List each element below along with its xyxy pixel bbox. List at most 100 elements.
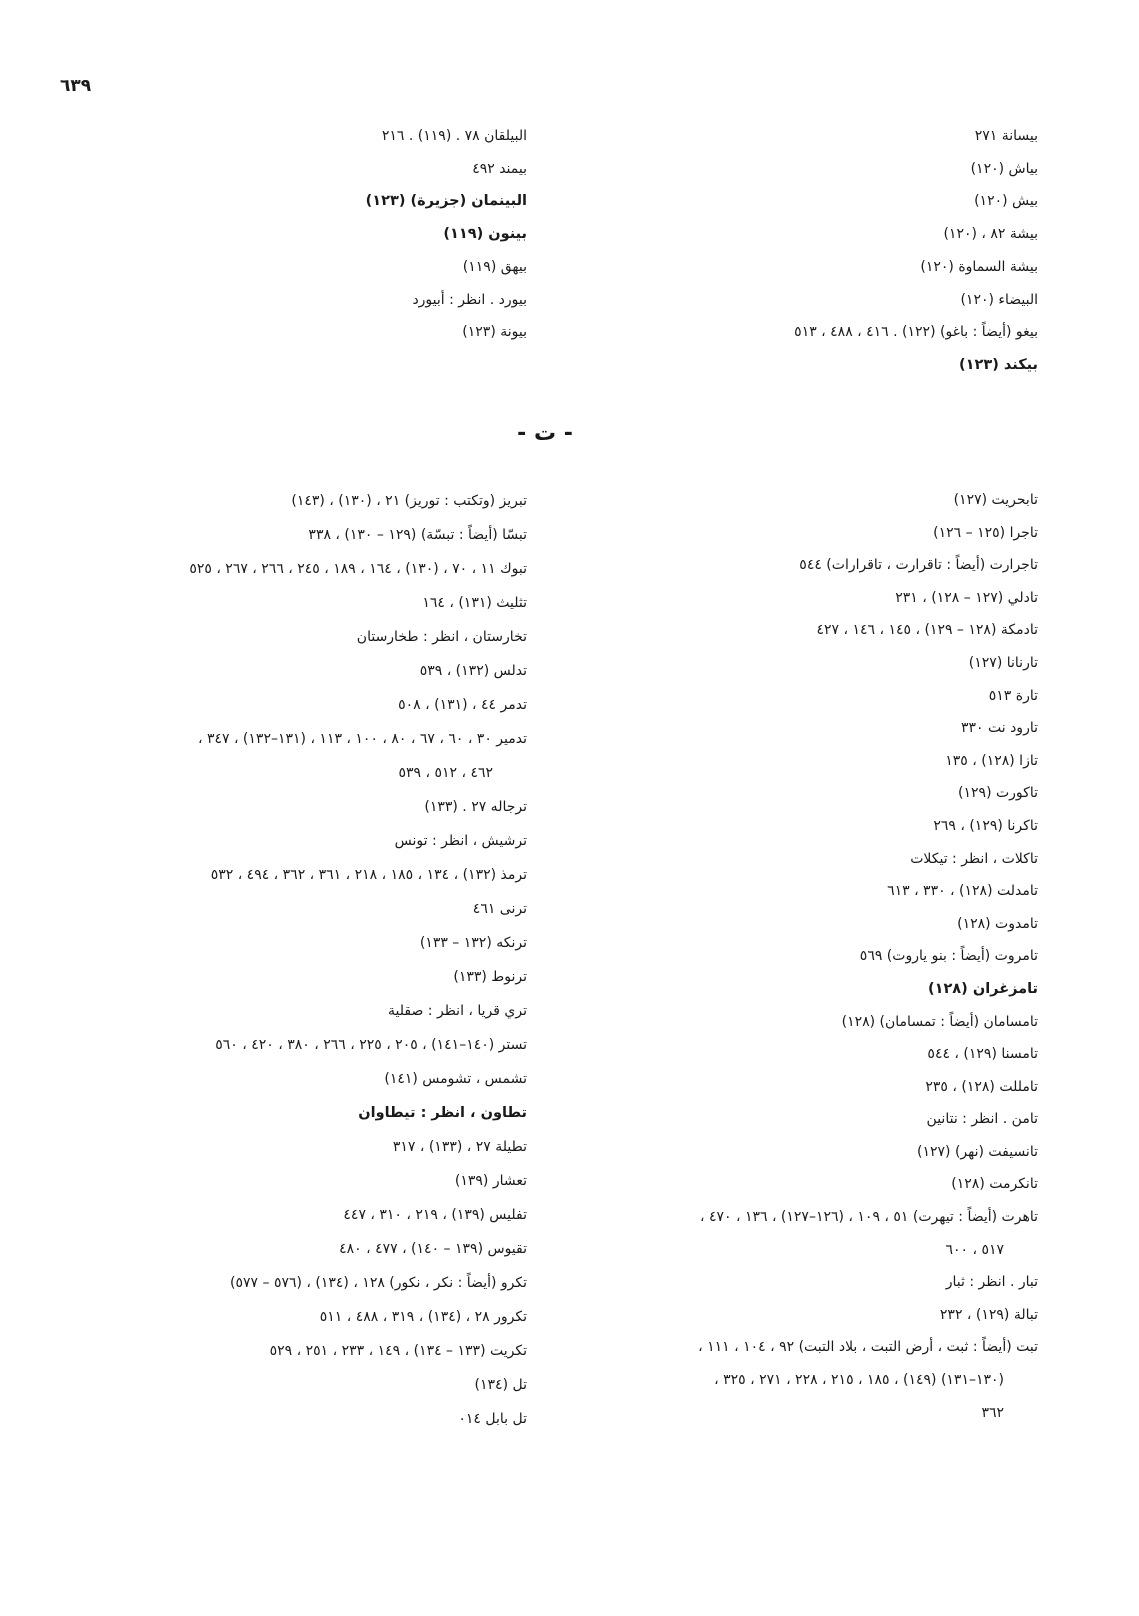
index-entry: تطاون ، انظر : تيطاوان bbox=[57, 1096, 527, 1130]
index-entry: تبسّا (أيضاً : تبسّة) (١٢٩ – ١٣٠) ، ٣٣٨ bbox=[57, 518, 527, 552]
index-entry: بيش (١٢٠) bbox=[578, 185, 1038, 218]
index-entry-text: ترنى ٤٦١ bbox=[472, 901, 527, 917]
index-entry-text: تامسامان (أيضاً : تمسامان) (١٢٨) bbox=[841, 1013, 1038, 1030]
index-entry: تستر (١٤٠–١٤١) ، ٢٠٥ ، ٢٢٥ ، ٢٦٦ ، ٣٨٠ ،… bbox=[57, 1028, 527, 1062]
index-entry: تاجرارت (أيضاً : تاقرارت ، تاقرارات) ٥٤٤ bbox=[568, 549, 1038, 582]
index-entry-text: بياش (١٢٠) bbox=[970, 160, 1038, 177]
index-entry: تاكورت (١٢٩) bbox=[568, 777, 1038, 810]
index-entry: بيونة (١٢٣) bbox=[67, 316, 527, 349]
index-entry-text: بيشة السماوة (١٢٠) bbox=[920, 258, 1038, 275]
index-entry-text: تامسنا (١٢٩) ، ٥٤٤ bbox=[927, 1046, 1038, 1063]
index-entry: تخارستان ، انظر : طخارستان bbox=[57, 620, 527, 654]
index-entry-text: تطاون ، انظر : تيطاوان bbox=[358, 1105, 527, 1121]
index-entry-text: تكرور ٢٨ ، (١٣٤) ، ٣١٩ ، ٤٨٨ ، ٥١١ bbox=[319, 1309, 527, 1325]
index-entry: تازا (١٢٨) ، ١٣٥ bbox=[568, 745, 1038, 778]
index-entry: تدمر ٤٤ ، (١٣١) ، ٥٠٨ bbox=[57, 688, 527, 722]
index-entry: تبار . انظر : ثبار bbox=[568, 1266, 1038, 1299]
index-entry: تاكلات ، انظر : تيكلات bbox=[568, 843, 1038, 876]
index-entry: تدلس (١٣٢) ، ٥٣٩ bbox=[57, 654, 527, 688]
index-entry-text: تبار . انظر : ثبار bbox=[945, 1274, 1038, 1291]
index-entry-text: ترشيش ، انظر : تونس bbox=[394, 833, 527, 849]
index-entry: تثليث (١٣١) ، ١٦٤ bbox=[57, 586, 527, 620]
index-entry-text: بيشة ٨٢ ، (١٢٠) bbox=[943, 226, 1038, 243]
index-entry: تامدوت (١٢٨) bbox=[568, 908, 1038, 941]
index-entry: بيمند ٤٩٢ bbox=[67, 153, 527, 186]
index-entry: تانسيفت (نهر) (١٢٧) bbox=[568, 1136, 1038, 1169]
index-entry-continuation: ٣٦٢ bbox=[981, 1404, 1004, 1421]
index-entry-text: تاكرنا (١٢٩) ، ٢٦٩ bbox=[933, 817, 1038, 834]
index-entry-text: البيضاء (١٢٠) bbox=[960, 291, 1038, 308]
index-entry-text: تعشار (١٣٩) bbox=[454, 1173, 527, 1189]
index-entry-text: تكرو (أيضاً : نكر ، نكور) ١٢٨ ، (١٣٤) ، … bbox=[230, 1275, 527, 1291]
index-entry-text: تكريت (١٣٣ – ١٣٤) ، ١٤٩ ، ٢٣٣ ، ٢٥١ ، ٥٢… bbox=[269, 1343, 527, 1359]
index-entry-text: تاجرارت (أيضاً : تاقرارت ، تاقرارات) ٥٤٤ bbox=[799, 557, 1038, 574]
index-entry-text: تفليس (١٣٩) ، ٢١٩ ، ٣١٠ ، ٤٤٧ bbox=[343, 1207, 527, 1223]
index-entry: البيلقان ٧٨ . (١١٩) . ٢١٦ bbox=[67, 120, 527, 153]
section-heading-letter: - ت - bbox=[517, 421, 573, 446]
index-entry-text: تل بابل ٠١٤ bbox=[458, 1411, 527, 1427]
index-entry: تاجرا (١٢٥ – ١٢٦) bbox=[568, 517, 1038, 550]
index-entry-text: تبوك ١١ ، ٧٠ ، (١٣٠) ، ١٦٤ ، ١٨٩ ، ٢٤٥ ،… bbox=[189, 561, 527, 577]
index-entry-text: تشمس ، تشومس (١٤١) bbox=[384, 1071, 527, 1087]
index-entry: البيضاء (١٢٠) bbox=[578, 284, 1038, 317]
index-column-left-top: البيلقان ٧٨ . (١١٩) . ٢١٦ بيمند ٤٩٢ البينم… bbox=[67, 120, 527, 349]
index-entry: بيشة ٨٢ ، (١٢٠) bbox=[578, 218, 1038, 251]
index-entry-text: تانكرمت (١٢٨) bbox=[951, 1176, 1038, 1193]
index-entry: تعشار (١٣٩) bbox=[57, 1164, 527, 1198]
index-entry: تامروت (أيضاً : بنو ياروت) ٥٦٩ bbox=[568, 940, 1038, 973]
index-entry: بياش (١٢٠) bbox=[578, 153, 1038, 186]
index-entry-text: تارة ٥١٣ bbox=[988, 687, 1038, 704]
index-entry: تامسامان (أيضاً : تمسامان) (١٢٨) bbox=[568, 1006, 1038, 1039]
index-entry-text: تاجرا (١٢٥ – ١٢٦) bbox=[933, 524, 1038, 541]
index-entry: بينون (١١٩) bbox=[67, 218, 527, 251]
index-entry: تامن . انظر : نتانين bbox=[568, 1103, 1038, 1136]
index-entry-text: بيكند (١٢٣) bbox=[959, 356, 1038, 373]
index-entry: بيكند (١٢٣) bbox=[578, 349, 1038, 382]
index-entry: تبالة (١٢٩) ، ٢٣٢ bbox=[568, 1299, 1038, 1332]
index-entry-text: تادلي (١٢٧ – ١٢٨) ، ٢٣١ bbox=[895, 589, 1038, 606]
index-entry: ترجاله ٢٧ . (١٣٣) bbox=[57, 790, 527, 824]
index-entry-text: تستر (١٤٠–١٤١) ، ٢٠٥ ، ٢٢٥ ، ٢٦٦ ، ٣٨٠ ،… bbox=[215, 1037, 527, 1053]
index-entry: تاكرنا (١٢٩) ، ٢٦٩ bbox=[568, 810, 1038, 843]
index-entry: ترمذ (١٣٢) ، ١٣٤ ، ١٨٥ ، ٢١٨ ، ٣٦١ ، ٣٦٢… bbox=[57, 858, 527, 892]
index-entry: تكريت (١٣٣ – ١٣٤) ، ١٤٩ ، ٢٣٣ ، ٢٥١ ، ٥٢… bbox=[57, 1334, 527, 1368]
index-entry-text: تامدوت (١٢٨) bbox=[957, 915, 1038, 932]
index-entry: بيغو (أيضاً : باغو) (١٢٢) . ٤١٦ ، ٤٨٨ ، … bbox=[578, 316, 1038, 349]
index-entry-text: تقيوس (١٣٩ – ١٤٠) ، ٤٧٧ ، ٤٨٠ bbox=[339, 1241, 527, 1257]
index-entry-text: تبالة (١٢٩) ، ٢٣٢ bbox=[939, 1306, 1038, 1323]
index-entry-text: تدمر ٤٤ ، (١٣١) ، ٥٠٨ bbox=[398, 697, 527, 713]
index-entry-text: تدمير ٣٠ ، ٦٠ ، ٦٧ ، ٨٠ ، ١٠٠ ، ١١٣ ، (١… bbox=[197, 731, 527, 747]
index-entry: تارة ٥١٣ bbox=[568, 680, 1038, 713]
index-entry-text: بيهق (١١٩) bbox=[462, 258, 527, 275]
index-entry-text: تري قريا ، انظر : صقلية bbox=[388, 1003, 527, 1019]
index-entry-text: تابحريت (١٢٧) bbox=[953, 492, 1038, 508]
index-entry: تفليس (١٣٩) ، ٢١٩ ، ٣١٠ ، ٤٤٧ bbox=[57, 1198, 527, 1232]
index-entry-text: تاكلات ، انظر : تيكلات bbox=[910, 850, 1038, 867]
index-entry: ترنكه (١٣٢ – ١٣٣) bbox=[57, 926, 527, 960]
index-entry-continuation: (١٣٠–١٣١) (١٤٩) ، ١٨٥ ، ٢١٥ ، ٢٢٨ ، ٢٧١ … bbox=[714, 1372, 1004, 1389]
index-entry: تامللت (١٢٨) ، ٢٣٥ bbox=[568, 1071, 1038, 1104]
index-entry-text: ترنكه (١٣٢ – ١٣٣) bbox=[419, 935, 527, 951]
index-entry: ترنى ٤٦١ bbox=[57, 892, 527, 926]
index-entry: تقيوس (١٣٩ – ١٤٠) ، ٤٧٧ ، ٤٨٠ bbox=[57, 1232, 527, 1266]
index-entry: بيهق (١١٩) bbox=[67, 251, 527, 284]
index-entry-text: تطيلة ٢٧ ، (١٣٣) ، ٣١٧ bbox=[392, 1139, 527, 1155]
index-entry-text: تبسّا (أيضاً : تبسّة) (١٢٩ – ١٣٠) ، ٣٣٨ bbox=[308, 527, 527, 543]
index-entry-text: تاكورت (١٢٩) bbox=[958, 785, 1038, 802]
index-entry-text: بيش (١٢٠) bbox=[974, 193, 1038, 210]
index-entry: تشمس ، تشومس (١٤١) bbox=[57, 1062, 527, 1096]
index-entry-text: بيسانة ٢٧١ bbox=[974, 128, 1038, 144]
index-entry: تاهرت (أيضاً : تيهرت) ٥١ ، ١٠٩ ، (١٢٦–١٢… bbox=[568, 1201, 1038, 1266]
index-entry-text: تبت (أيضاً : ثبت ، أرض التبت ، بلاد التب… bbox=[698, 1339, 1038, 1356]
index-entry: تطيلة ٢٧ ، (١٣٣) ، ٣١٧ bbox=[57, 1130, 527, 1164]
index-entry: تامسنا (١٢٩) ، ٥٤٤ bbox=[568, 1038, 1038, 1071]
index-entry-text: تخارستان ، انظر : طخارستان bbox=[356, 629, 527, 645]
index-entry-text: تامن . انظر : نتانين bbox=[926, 1111, 1038, 1128]
index-entry-continuation: ٥١٧ ، ٦٠٠ bbox=[945, 1241, 1004, 1258]
index-entry-text: تاهرت (أيضاً : تيهرت) ٥١ ، ١٠٩ ، (١٢٦–١٢… bbox=[699, 1209, 1038, 1226]
index-entry-text: تثليث (١٣١) ، ١٦٤ bbox=[422, 595, 527, 611]
index-entry: البينمان (جزيرة) (١٢٣) bbox=[67, 185, 527, 218]
index-entry: تل بابل ٠١٤ bbox=[57, 1402, 527, 1436]
index-entry-text: بيمند ٤٩٢ bbox=[472, 160, 527, 177]
index-entry-text: تدلس (١٣٢) ، ٥٣٩ bbox=[419, 663, 527, 679]
